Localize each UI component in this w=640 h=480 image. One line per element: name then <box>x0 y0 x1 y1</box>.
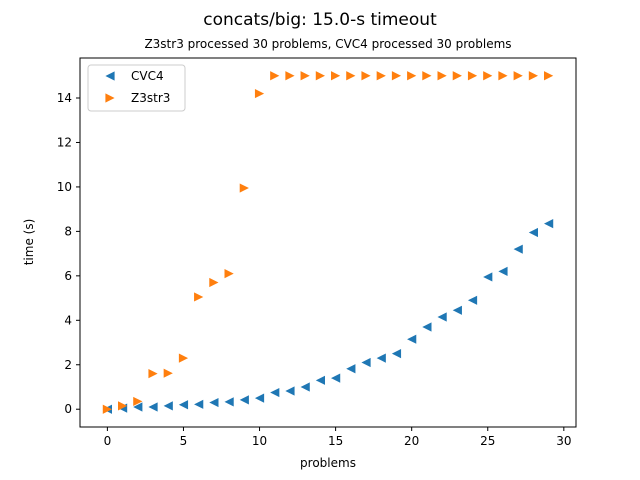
data-point-z3str3 <box>270 71 280 81</box>
x-tick-label: 5 <box>180 434 188 448</box>
x-axis-label: problems <box>300 456 356 470</box>
plot-frame <box>79 57 577 428</box>
chart-subtitle: Z3str3 processed 30 problems, CVC4 proce… <box>144 37 511 51</box>
x-tick-label: 0 <box>104 434 112 448</box>
data-point-z3str3 <box>452 71 462 81</box>
y-axis-ticks: 0 2 4 6 8 10 12 14 <box>57 91 80 416</box>
data-point-z3str3 <box>285 71 295 81</box>
legend-label-z3str3: Z3str3 <box>131 91 170 105</box>
legend-marker-z3str3 <box>105 93 115 103</box>
data-point-cvc4 <box>513 244 523 254</box>
data-point-cvc4 <box>254 393 265 403</box>
data-point-z3str3 <box>467 71 478 81</box>
data-point-z3str3 <box>346 71 356 81</box>
data-point-z3str3 <box>239 183 249 193</box>
series-layer <box>102 71 554 414</box>
data-point-z3str3 <box>376 71 386 81</box>
data-point-z3str3 <box>194 292 204 302</box>
data-point-cvc4 <box>376 353 386 363</box>
data-point-cvc4 <box>315 375 325 385</box>
x-tick-label: 25 <box>480 434 495 448</box>
y-tick-label: 6 <box>64 269 72 283</box>
data-point-z3str3 <box>513 71 523 81</box>
data-point-cvc4 <box>483 272 493 282</box>
data-point-z3str3 <box>102 404 112 414</box>
data-point-cvc4 <box>452 305 462 315</box>
data-point-z3str3 <box>391 71 402 81</box>
data-point-cvc4 <box>467 295 478 305</box>
data-point-z3str3 <box>498 71 508 81</box>
data-point-cvc4 <box>194 399 204 409</box>
data-point-cvc4 <box>224 397 234 407</box>
data-point-cvc4 <box>544 219 554 229</box>
data-point-z3str3 <box>315 71 325 81</box>
y-tick-label: 2 <box>64 358 72 372</box>
x-tick-label: 20 <box>404 434 419 448</box>
y-tick-label: 8 <box>64 224 72 238</box>
data-point-cvc4 <box>528 227 538 238</box>
data-point-cvc4 <box>361 357 371 368</box>
chart-title: concats/big: 15.0-s timeout <box>203 10 437 30</box>
data-point-cvc4 <box>331 373 341 383</box>
data-point-z3str3 <box>361 71 371 81</box>
y-tick-label: 14 <box>57 91 72 105</box>
data-point-z3str3 <box>528 71 538 81</box>
data-point-z3str3 <box>422 71 432 81</box>
x-tick-label: 10 <box>252 434 267 448</box>
y-tick-label: 0 <box>64 402 72 416</box>
data-point-cvc4 <box>498 266 508 276</box>
plot-area <box>80 58 576 427</box>
data-point-z3str3 <box>133 396 143 407</box>
data-point-z3str3 <box>300 71 310 81</box>
data-point-z3str3 <box>163 368 173 378</box>
data-point-cvc4 <box>285 386 295 396</box>
data-point-cvc4 <box>148 402 158 412</box>
x-tick-label: 30 <box>556 434 571 448</box>
y-tick-label: 10 <box>57 180 72 194</box>
data-point-cvc4 <box>239 395 249 405</box>
y-axis-label: time (s) <box>22 219 36 266</box>
data-point-cvc4 <box>437 312 447 322</box>
x-tick-label: 15 <box>328 434 343 448</box>
data-point-z3str3 <box>148 369 158 379</box>
data-point-z3str3 <box>331 71 341 81</box>
data-point-z3str3 <box>209 277 219 288</box>
data-point-cvc4 <box>209 397 219 408</box>
series-cvc4 <box>102 219 554 414</box>
legend-label-cvc4: CVC4 <box>131 69 164 83</box>
data-point-cvc4 <box>346 364 356 374</box>
data-point-z3str3 <box>483 71 493 81</box>
data-point-z3str3 <box>544 71 554 81</box>
x-axis-ticks: 0 5 10 15 20 25 30 <box>104 427 571 448</box>
legend-marker-cvc4 <box>105 71 115 81</box>
data-point-z3str3 <box>407 71 417 81</box>
data-point-cvc4 <box>270 387 280 398</box>
data-point-cvc4 <box>391 349 402 359</box>
data-point-cvc4 <box>163 401 173 411</box>
data-point-cvc4 <box>422 322 432 332</box>
data-point-z3str3 <box>118 401 128 411</box>
data-point-cvc4 <box>178 400 189 410</box>
data-point-z3str3 <box>437 71 447 81</box>
data-point-cvc4 <box>407 334 417 344</box>
y-tick-label: 12 <box>57 135 72 149</box>
data-point-z3str3 <box>178 353 189 363</box>
legend: CVC4 Z3str3 <box>87 64 186 112</box>
data-point-cvc4 <box>133 402 143 412</box>
series-z3str3 <box>102 71 554 414</box>
data-point-cvc4 <box>300 382 310 392</box>
y-tick-label: 4 <box>64 313 72 327</box>
data-point-z3str3 <box>224 269 234 279</box>
data-point-z3str3 <box>254 88 265 99</box>
